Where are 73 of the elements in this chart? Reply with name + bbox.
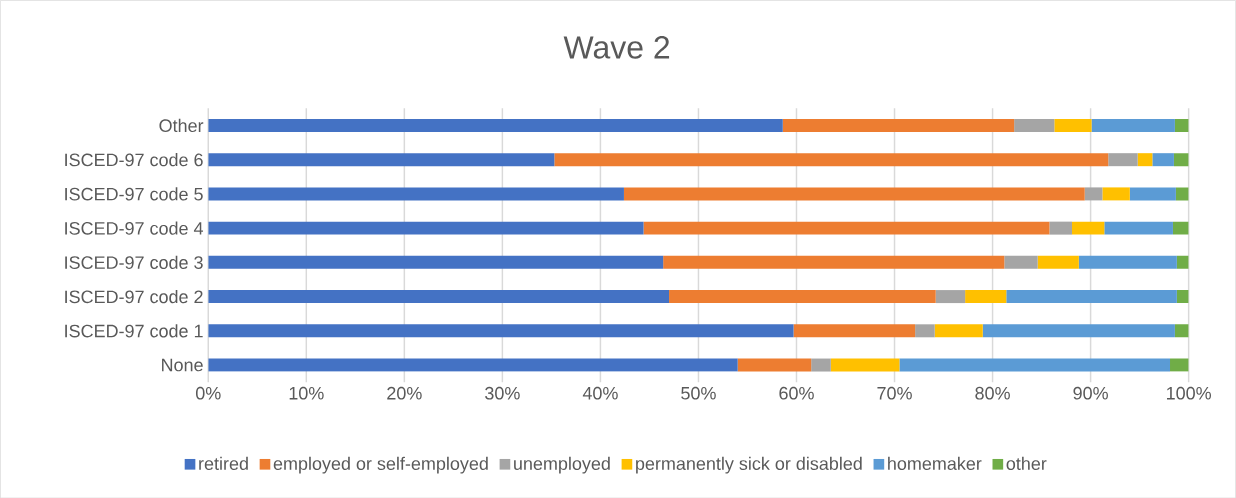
legend-label: permanently sick or disabled <box>636 456 862 474</box>
bar <box>1174 324 1189 338</box>
chart-title: Wave 2 <box>563 35 670 59</box>
bar <box>1152 152 1174 166</box>
x-tick-label: 20% <box>387 386 422 400</box>
bar <box>1102 187 1130 201</box>
x-tick-label: 60% <box>779 386 814 400</box>
legend-label: homemaker <box>888 456 982 470</box>
legend-label: unemployed <box>514 456 610 474</box>
x-tick-label: 90% <box>1073 386 1108 400</box>
legend-label: employed or self-employed <box>273 456 488 474</box>
bar <box>830 358 900 372</box>
bar <box>1054 118 1092 132</box>
bar <box>1078 255 1177 269</box>
x-tick-label: 100% <box>1167 386 1211 400</box>
x-tick-label: 80% <box>975 386 1010 400</box>
bar <box>1071 221 1105 235</box>
y-tick-label: Other <box>159 118 204 132</box>
bar <box>811 358 831 372</box>
x-tick-label: 0% <box>195 386 221 400</box>
x-tick-label: 70% <box>877 386 912 400</box>
bar <box>935 289 966 303</box>
y-tick-label: ISCED-97 code 2 <box>65 289 203 303</box>
bar <box>782 118 1015 132</box>
y-tick-label: ISCED-97 code 4 <box>65 221 204 235</box>
bar <box>1129 187 1176 201</box>
y-tick-label: ISCED-97 code 1 <box>65 323 203 338</box>
x-tick-label: 40% <box>582 386 618 400</box>
legend-label: retired <box>199 456 248 470</box>
bar <box>208 255 664 269</box>
y-tick-label: ISCED-97 code 6 <box>65 152 203 167</box>
y-tick-label: None <box>162 358 203 372</box>
bar <box>899 358 1171 372</box>
bar <box>554 152 1109 166</box>
bar <box>1014 118 1055 132</box>
bar <box>208 187 624 201</box>
bar <box>1174 118 1189 132</box>
bar <box>1173 152 1189 166</box>
bar <box>1176 289 1189 303</box>
bar <box>1004 255 1038 269</box>
x-tick-label: 30% <box>485 386 520 400</box>
bar <box>1137 152 1153 166</box>
bar <box>793 324 916 338</box>
y-tick-label: ISCED-97 code 3 <box>65 255 203 269</box>
x-tick-label: 50% <box>681 386 716 400</box>
x-tick-label: 10% <box>289 386 324 400</box>
bar <box>1108 152 1138 166</box>
y-tick-label: ISCED-97 code 5 <box>65 187 203 201</box>
bar <box>1176 255 1189 269</box>
bar <box>623 187 1085 201</box>
bar <box>208 152 555 166</box>
bar <box>934 324 983 338</box>
bar <box>1084 187 1103 201</box>
bar <box>208 118 783 132</box>
bar <box>208 221 644 235</box>
bar <box>965 289 1007 303</box>
bar <box>208 324 794 338</box>
bar <box>1175 187 1189 201</box>
bar <box>1006 289 1177 303</box>
bar <box>208 358 738 372</box>
bar <box>1037 255 1079 269</box>
bar <box>1091 118 1175 132</box>
bar <box>643 221 1050 235</box>
bar <box>737 358 812 372</box>
bar <box>1104 221 1173 235</box>
bar <box>982 324 1175 338</box>
bar <box>669 289 936 303</box>
bar <box>915 324 935 338</box>
bar <box>208 289 670 303</box>
bar <box>1049 221 1072 235</box>
legend-label: other <box>1006 456 1047 470</box>
bar <box>1172 221 1189 235</box>
bar <box>663 255 1005 269</box>
